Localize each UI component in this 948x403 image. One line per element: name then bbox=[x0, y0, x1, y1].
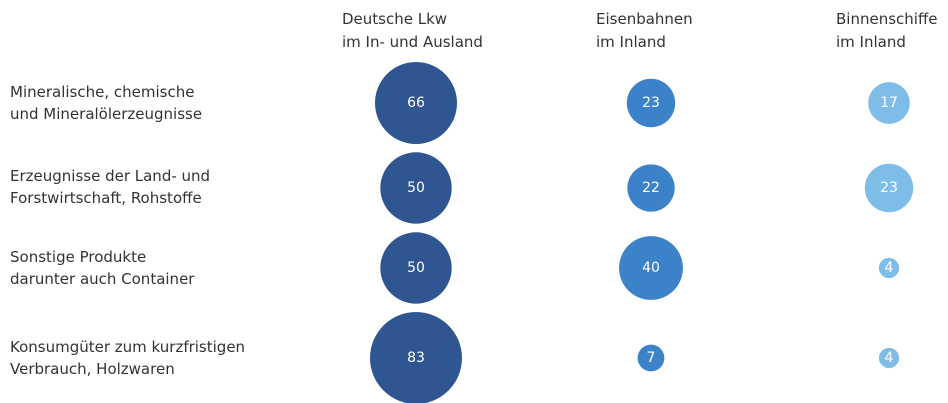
bubble-value-label: 50 bbox=[407, 180, 425, 196]
row-label-line: darunter auch Container bbox=[10, 270, 195, 288]
row-label-line: Mineralische, chemische bbox=[10, 83, 195, 101]
bubble-value-label: 4 bbox=[885, 260, 894, 276]
row-label-line: Sonstige Produkte bbox=[10, 248, 147, 266]
column-header-line: Deutsche Lkw bbox=[342, 10, 448, 28]
bubble-circle bbox=[380, 152, 452, 224]
bubble-circle bbox=[864, 163, 914, 213]
bubble-value-label: 40 bbox=[642, 260, 660, 276]
bubble: 83 bbox=[370, 312, 462, 403]
bubble: 40 bbox=[619, 236, 683, 300]
bubble-value-label: 83 bbox=[407, 350, 425, 366]
bubble: 4 bbox=[878, 347, 900, 369]
bubble: 50 bbox=[380, 152, 452, 224]
bubble-value-label: 17 bbox=[880, 95, 898, 111]
column-header-lkw: Deutsche Lkw im In- und Ausland bbox=[342, 8, 483, 54]
bubble-circle bbox=[868, 82, 910, 124]
bubble: 4 bbox=[878, 257, 900, 279]
column-header-line: Binnenschiffe bbox=[836, 10, 938, 28]
bubble-circle bbox=[619, 236, 683, 300]
bubble: 7 bbox=[637, 344, 665, 372]
column-header-line: im In- und Ausland bbox=[342, 33, 483, 51]
row-label-konsumgueter: Konsumgüter zum kurzfristigen Verbrauch,… bbox=[10, 336, 245, 380]
bubble-circle bbox=[637, 344, 665, 372]
row-label-line: und Mineralölerzeugnisse bbox=[10, 105, 203, 123]
bubble-circle bbox=[380, 232, 452, 304]
bubble-circle bbox=[878, 257, 900, 279]
bubble: 22 bbox=[627, 164, 675, 212]
row-label-line: Erzeugnisse der Land- und bbox=[10, 167, 211, 185]
bubble-value-label: 7 bbox=[647, 350, 656, 366]
bubble-value-label: 23 bbox=[642, 95, 660, 111]
bubble: 50 bbox=[380, 232, 452, 304]
column-header-line: im Inland bbox=[596, 33, 666, 51]
bubble: 66 bbox=[374, 61, 458, 145]
bubble-value-label: 22 bbox=[642, 180, 660, 196]
row-label-line: Verbrauch, Holzwaren bbox=[10, 360, 175, 378]
row-label-line: Konsumgüter zum kurzfristigen bbox=[10, 338, 246, 356]
row-label-land-forst: Erzeugnisse der Land- und Forstwirtschaf… bbox=[10, 165, 210, 209]
bubble-value-label: 50 bbox=[407, 260, 425, 276]
bubble-circle bbox=[878, 347, 900, 369]
bubble-circle bbox=[626, 78, 676, 128]
bubble-value-label: 4 bbox=[885, 350, 894, 366]
bubble-circle bbox=[627, 164, 675, 212]
bubble: 17 bbox=[868, 82, 910, 124]
bubble-circle bbox=[374, 61, 458, 145]
bubble-circle bbox=[370, 312, 462, 403]
bubble-value-label: 23 bbox=[880, 180, 898, 196]
bubble: 23 bbox=[864, 163, 914, 213]
column-header-binnenschiffe: Binnenschiffe im Inland bbox=[836, 8, 938, 54]
row-label-mineralische: Mineralische, chemische und Mineralölerz… bbox=[10, 81, 202, 125]
row-label-line: Forstwirtschaft, Rohstoffe bbox=[10, 189, 202, 207]
column-header-line: Eisenbahnen bbox=[596, 10, 693, 28]
column-header-line: im Inland bbox=[836, 33, 906, 51]
row-label-sonstige: Sonstige Produkte darunter auch Containe… bbox=[10, 246, 194, 290]
bubble-value-label: 66 bbox=[407, 95, 425, 111]
bubble: 23 bbox=[626, 78, 676, 128]
column-header-eisenbahnen: Eisenbahnen im Inland bbox=[596, 8, 693, 54]
